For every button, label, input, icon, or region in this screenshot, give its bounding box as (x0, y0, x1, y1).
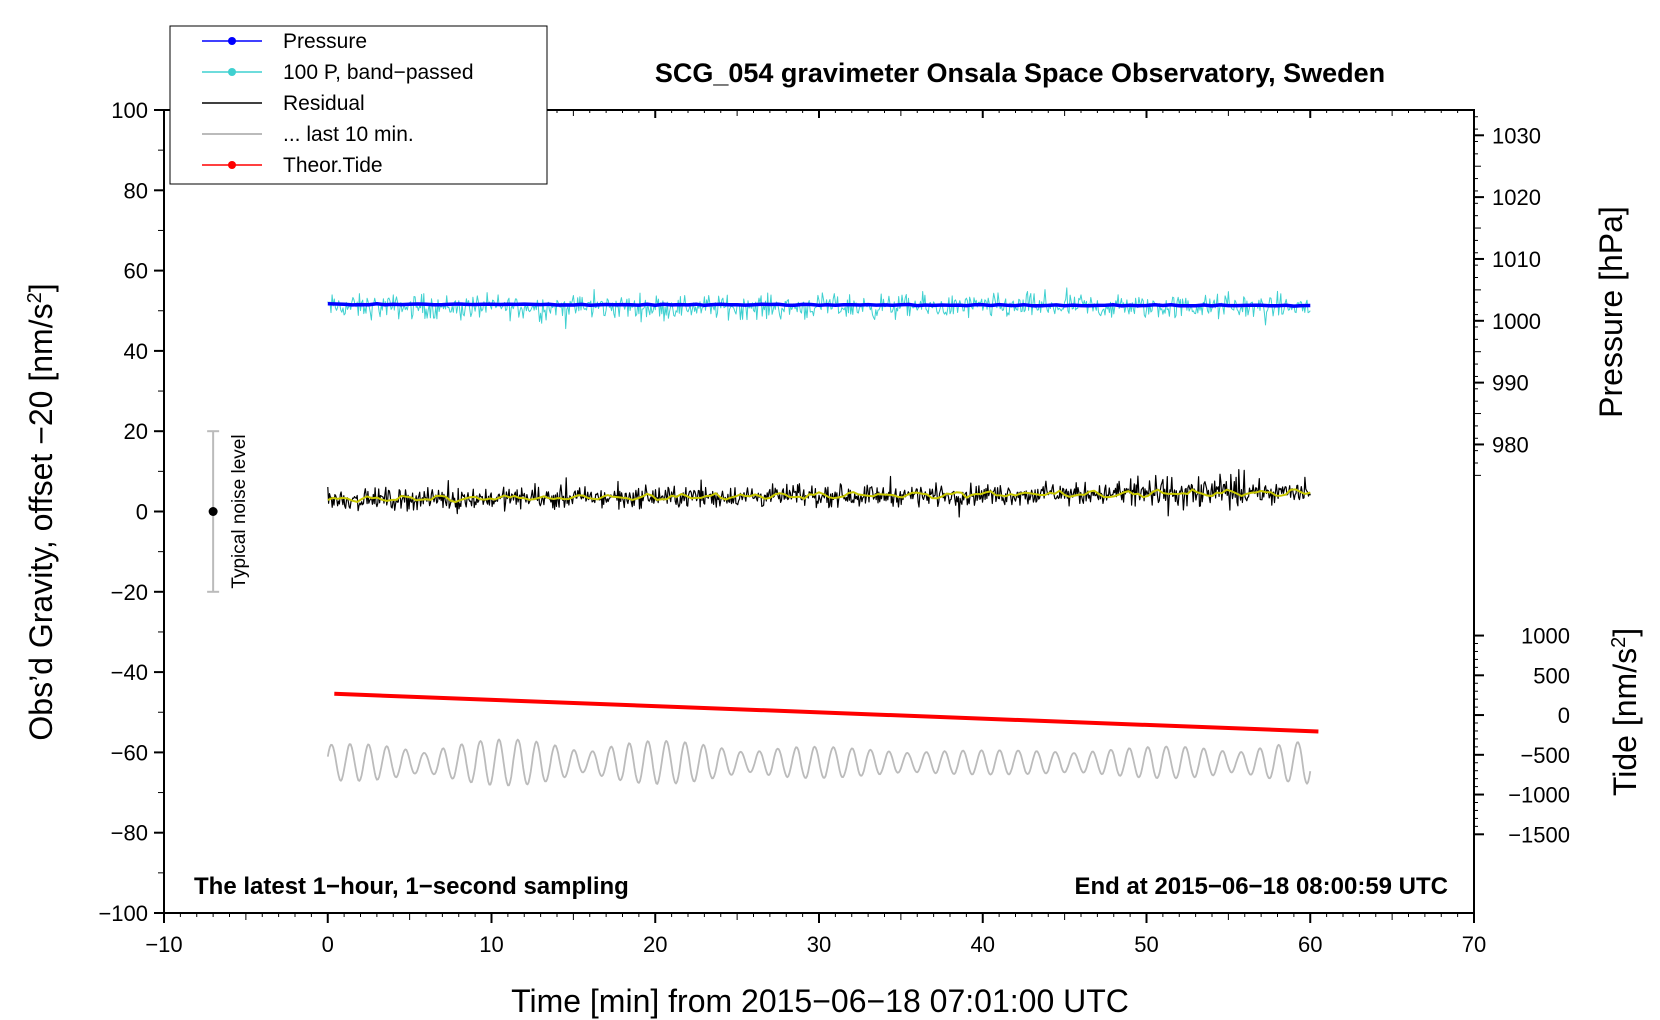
chart-title: SCG_054 gravimeter Onsala Space Observat… (655, 58, 1385, 88)
tide-tick-label: 0 (1558, 703, 1570, 728)
y-left-tick-label: −60 (111, 740, 148, 765)
y-axis-pressure: 980 990 1000 1010 1020 1030 (1474, 123, 1541, 457)
tide-tick-label: 1000 (1521, 624, 1570, 649)
pressure-tick-label: 1030 (1492, 123, 1541, 148)
y-axis-left-label: Obs’d Gravity, offset −20 [nm/s2] (23, 283, 59, 740)
y-axis-tide-label-main: Tide [nm/s (1607, 648, 1643, 796)
x-tick-label: 40 (971, 932, 995, 957)
y-left-tick-label: −80 (111, 821, 148, 846)
legend-marker (228, 68, 236, 76)
legend-entry-label: ... last 10 min. (283, 123, 414, 146)
y-axis-left-label-main: Obs’d Gravity, offset −20 [nm/s (23, 303, 59, 740)
y-axis-tide-label-sup: 2 (1608, 637, 1630, 648)
pressure-tick-label: 1000 (1492, 309, 1541, 334)
y-left-tick-label: 40 (124, 339, 148, 364)
pressure-tick-label: 980 (1492, 432, 1529, 457)
legend-entry-label: Residual (283, 92, 365, 115)
x-tick-label: 70 (1462, 932, 1486, 957)
x-axis: −10 0 10 20 30 40 50 60 70 (145, 110, 1486, 957)
pressure-tick-label: 990 (1492, 371, 1529, 396)
y-left-tick-label: 20 (124, 419, 148, 444)
x-tick-label: 10 (479, 932, 503, 957)
series-smoothed-residual-line (327, 488, 1311, 503)
annotation-left: The latest 1−hour, 1−second sampling (194, 873, 629, 900)
x-tick-label: 30 (807, 932, 831, 957)
noise-center-dot (208, 507, 218, 516)
x-tick-label: 60 (1298, 932, 1322, 957)
y-left-tick-label: 100 (111, 98, 148, 123)
pressure-tick-label: 1020 (1492, 185, 1541, 210)
y-axis-pressure-label: Pressure [hPa] (1593, 206, 1629, 418)
x-tick-label: 50 (1134, 932, 1158, 957)
y-axis-left: −100 −80 −60 −40 −20 0 20 40 60 80 100 (98, 98, 164, 926)
legend-entry-label: Pressure (283, 30, 367, 53)
y-axis-tide: −1500 −1000 −500 0 500 1000 (1474, 624, 1570, 847)
y-left-tick-label: −40 (111, 660, 148, 685)
y-left-tick-label: 60 (124, 259, 148, 284)
y-axis-left-label-sup: 2 (24, 292, 46, 303)
legend: Pressure 100 P, band−passed Residual ... la… (169, 25, 548, 185)
x-tick-label: 0 (322, 932, 334, 957)
pressure-tick-label: 1010 (1492, 247, 1541, 272)
y-left-tick-label: 80 (124, 178, 148, 203)
legend-entry-label: 100 P, band−passed (283, 61, 474, 84)
legend-marker (228, 37, 236, 45)
plot-frame (163, 109, 1475, 914)
series-band-passed-line (327, 287, 1311, 330)
y-axis-left-label-end: ] (23, 283, 59, 292)
x-axis-label: Time [min] from 2015−06−18 07:01:00 UTC (511, 983, 1129, 1019)
series-layer (326, 287, 1319, 787)
tide-tick-label: 500 (1533, 663, 1570, 688)
legend-marker (228, 161, 236, 169)
y-axis-tide-label: Tide [nm/s2] (1607, 628, 1643, 796)
x-tick-label: −10 (145, 932, 182, 957)
noise-indicator: Typical noise level (207, 430, 250, 593)
y-left-tick-label: 0 (136, 500, 148, 525)
annotation-right: End at 2015−06−18 08:00:59 UTC (1074, 873, 1448, 900)
series-residual-line (327, 469, 1311, 518)
noise-label: Typical noise level (229, 434, 250, 588)
legend-entry-label: Theor.Tide (283, 154, 383, 177)
series-pressure-line (327, 302, 1311, 308)
x-tick-label: 20 (643, 932, 667, 957)
legend-box (169, 25, 548, 185)
series-last-10-min-line (326, 738, 1312, 787)
tide-tick-label: −500 (1520, 743, 1570, 768)
y-axis-tide-label-end: ] (1607, 628, 1643, 637)
series-theor-tide-line (334, 691, 1319, 734)
tide-tick-label: −1500 (1508, 822, 1570, 847)
minor-ticks (158, 110, 1481, 920)
y-left-tick-label: −100 (98, 901, 148, 926)
y-left-tick-label: −20 (111, 580, 148, 605)
tide-tick-label: −1000 (1508, 783, 1570, 808)
